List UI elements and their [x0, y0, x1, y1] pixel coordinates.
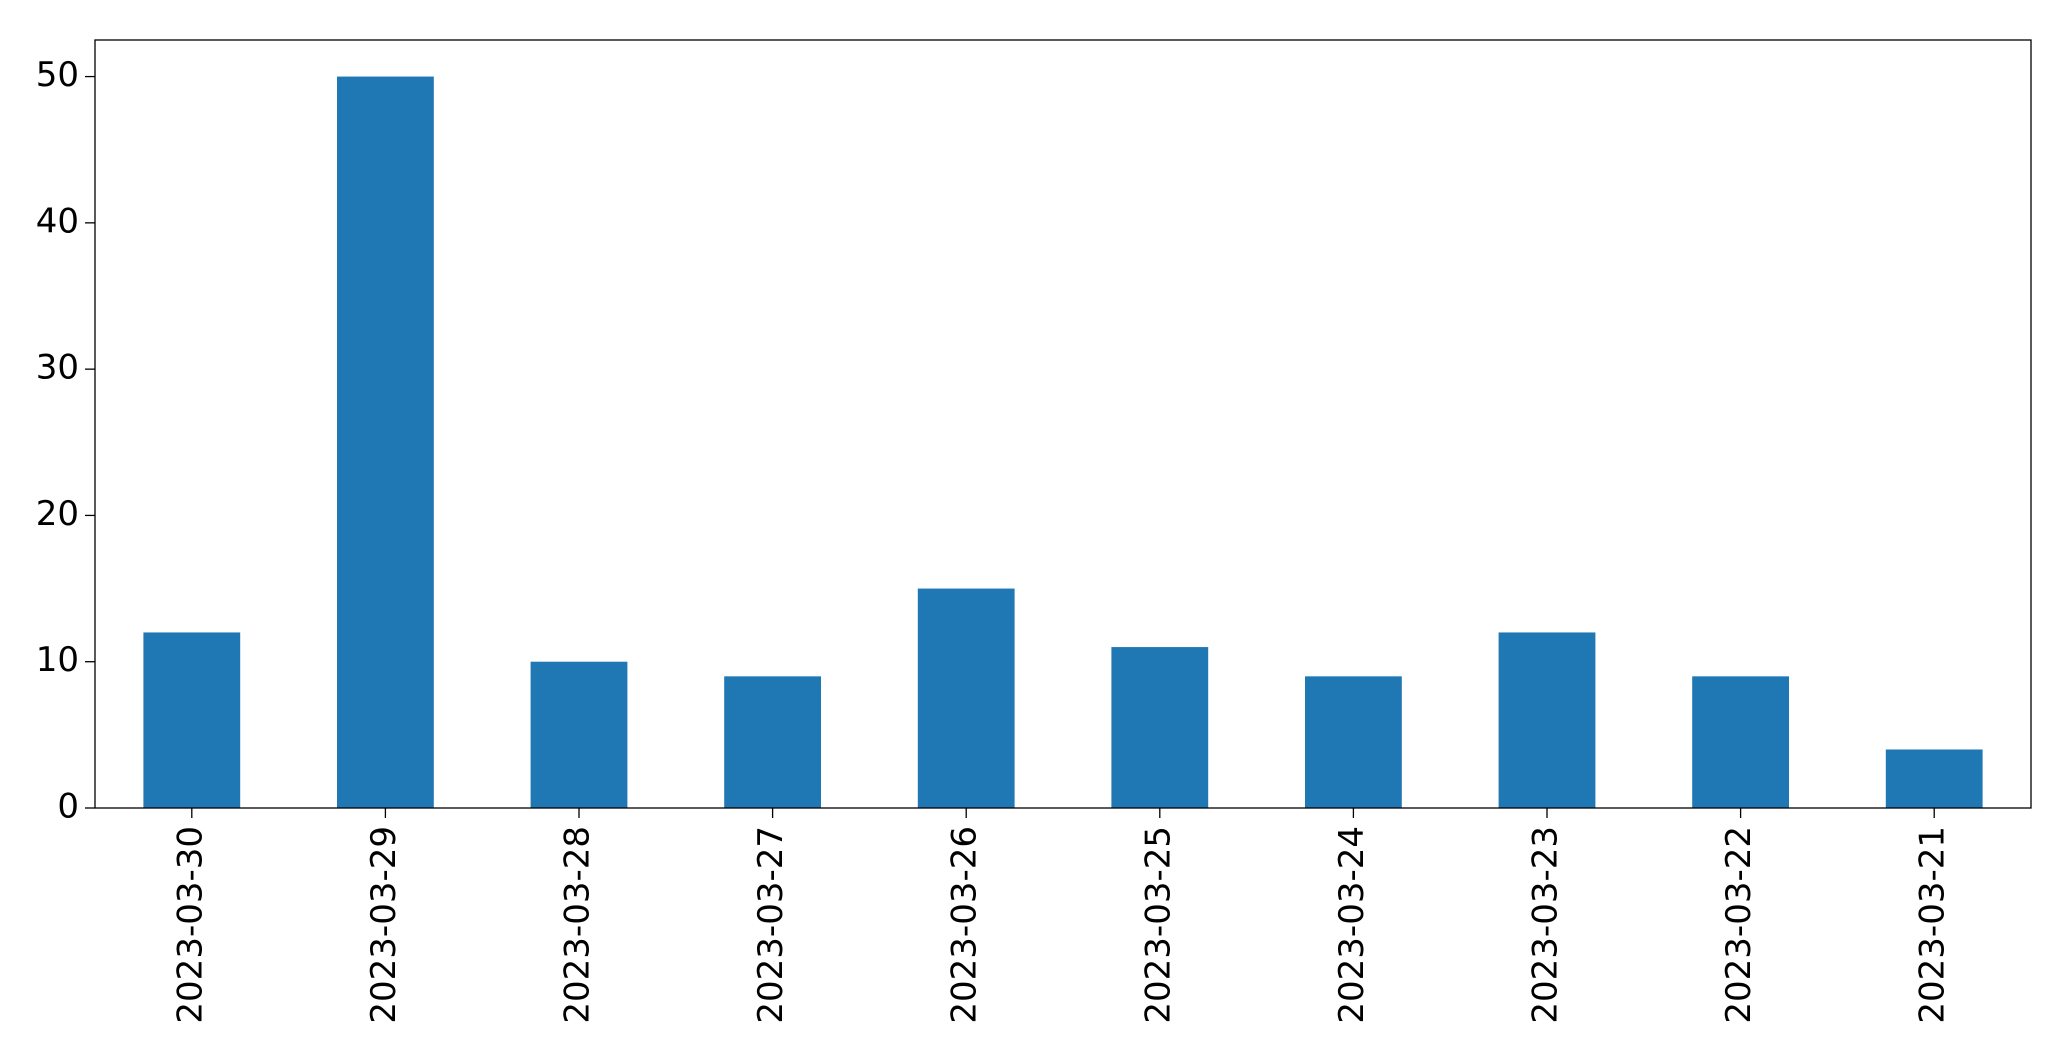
bar: [1498, 632, 1596, 808]
bar: [1111, 647, 1209, 808]
bar: [530, 661, 628, 808]
bar: [337, 76, 434, 809]
x-tick-label: 2023-03-27: [751, 826, 791, 1024]
x-tick-label: 2023-03-28: [558, 826, 598, 1024]
bar: [724, 676, 821, 808]
y-tick-label: 50: [36, 55, 79, 95]
x-tick-label: 2023-03-23: [1526, 826, 1566, 1024]
bar: [143, 632, 241, 808]
bar: [1885, 749, 1983, 808]
x-tick-label: 2023-03-30: [170, 826, 210, 1024]
x-tick-label: 2023-03-25: [1138, 826, 1178, 1024]
x-tick-label: 2023-03-26: [945, 826, 985, 1024]
x-tick-label: 2023-03-22: [1719, 826, 1759, 1024]
bar: [1692, 676, 1789, 808]
y-tick-label: 10: [36, 640, 79, 680]
plot-frame: [94, 39, 2032, 809]
bar: [917, 588, 1015, 808]
x-tick-label: 2023-03-24: [1332, 826, 1372, 1024]
x-tick-label: 2023-03-29: [364, 826, 404, 1024]
bar: [1305, 676, 1402, 808]
y-tick-label: 40: [36, 201, 79, 241]
y-tick-label: 30: [36, 348, 79, 388]
x-tick-label: 2023-03-21: [1913, 826, 1953, 1024]
y-tick-label: 0: [57, 787, 79, 827]
y-tick-label: 20: [36, 494, 79, 534]
